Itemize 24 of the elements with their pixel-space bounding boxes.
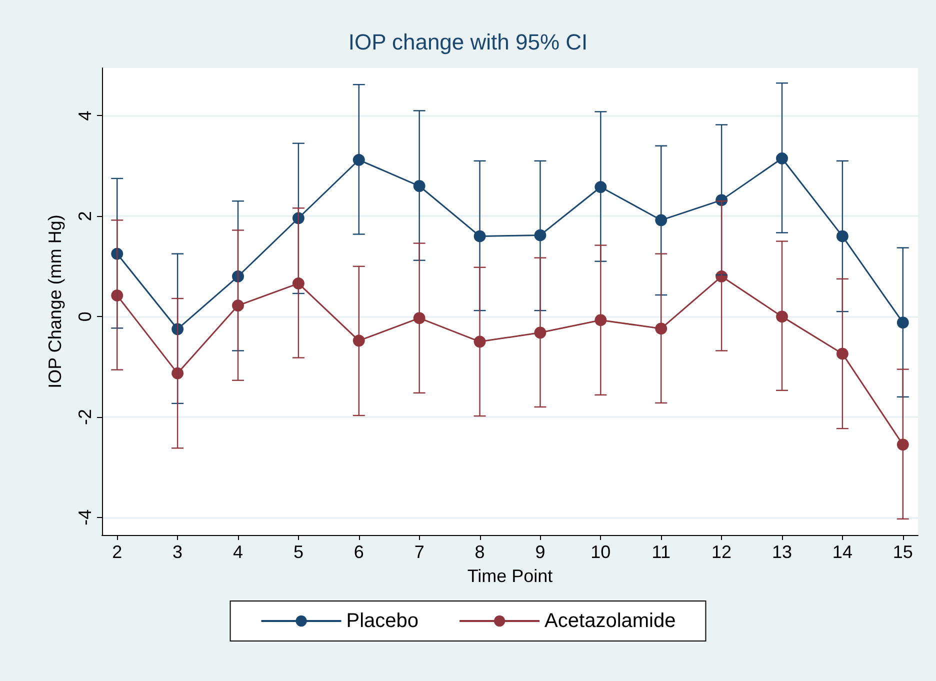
- x-tick-label: 14: [832, 542, 852, 562]
- y-tick-label: 0: [75, 312, 95, 322]
- x-tick-label: 6: [354, 542, 364, 562]
- x-tick-label: 2: [112, 542, 122, 562]
- x-tick-label: 13: [772, 542, 792, 562]
- y-tick-label: 2: [75, 211, 95, 222]
- x-tick-label: 15: [892, 542, 913, 562]
- x-tick-label: 11: [652, 542, 670, 562]
- x-axis-title: Time Point: [467, 566, 553, 586]
- y-tick-label: -2: [75, 408, 95, 425]
- legend-label: Acetazolamide: [544, 610, 676, 632]
- x-tick-label: 8: [474, 542, 485, 562]
- legend-label: Placebo: [346, 610, 419, 632]
- x-tick-label: 5: [293, 542, 304, 562]
- y-axis-title: IOP Change (mm Hg): [45, 214, 65, 388]
- x-tick-label: 4: [232, 542, 244, 562]
- y-tick-label: -4: [75, 509, 95, 526]
- x-tick-label: 3: [172, 542, 183, 562]
- x-tick-label: 12: [712, 542, 732, 562]
- x-tick-label: 7: [414, 542, 424, 562]
- x-tick-label: 10: [590, 542, 611, 562]
- y-tick-label: 4: [75, 110, 95, 121]
- chart-title: IOP change with 95% CI: [348, 30, 588, 54]
- x-tick-label: 9: [535, 542, 546, 562]
